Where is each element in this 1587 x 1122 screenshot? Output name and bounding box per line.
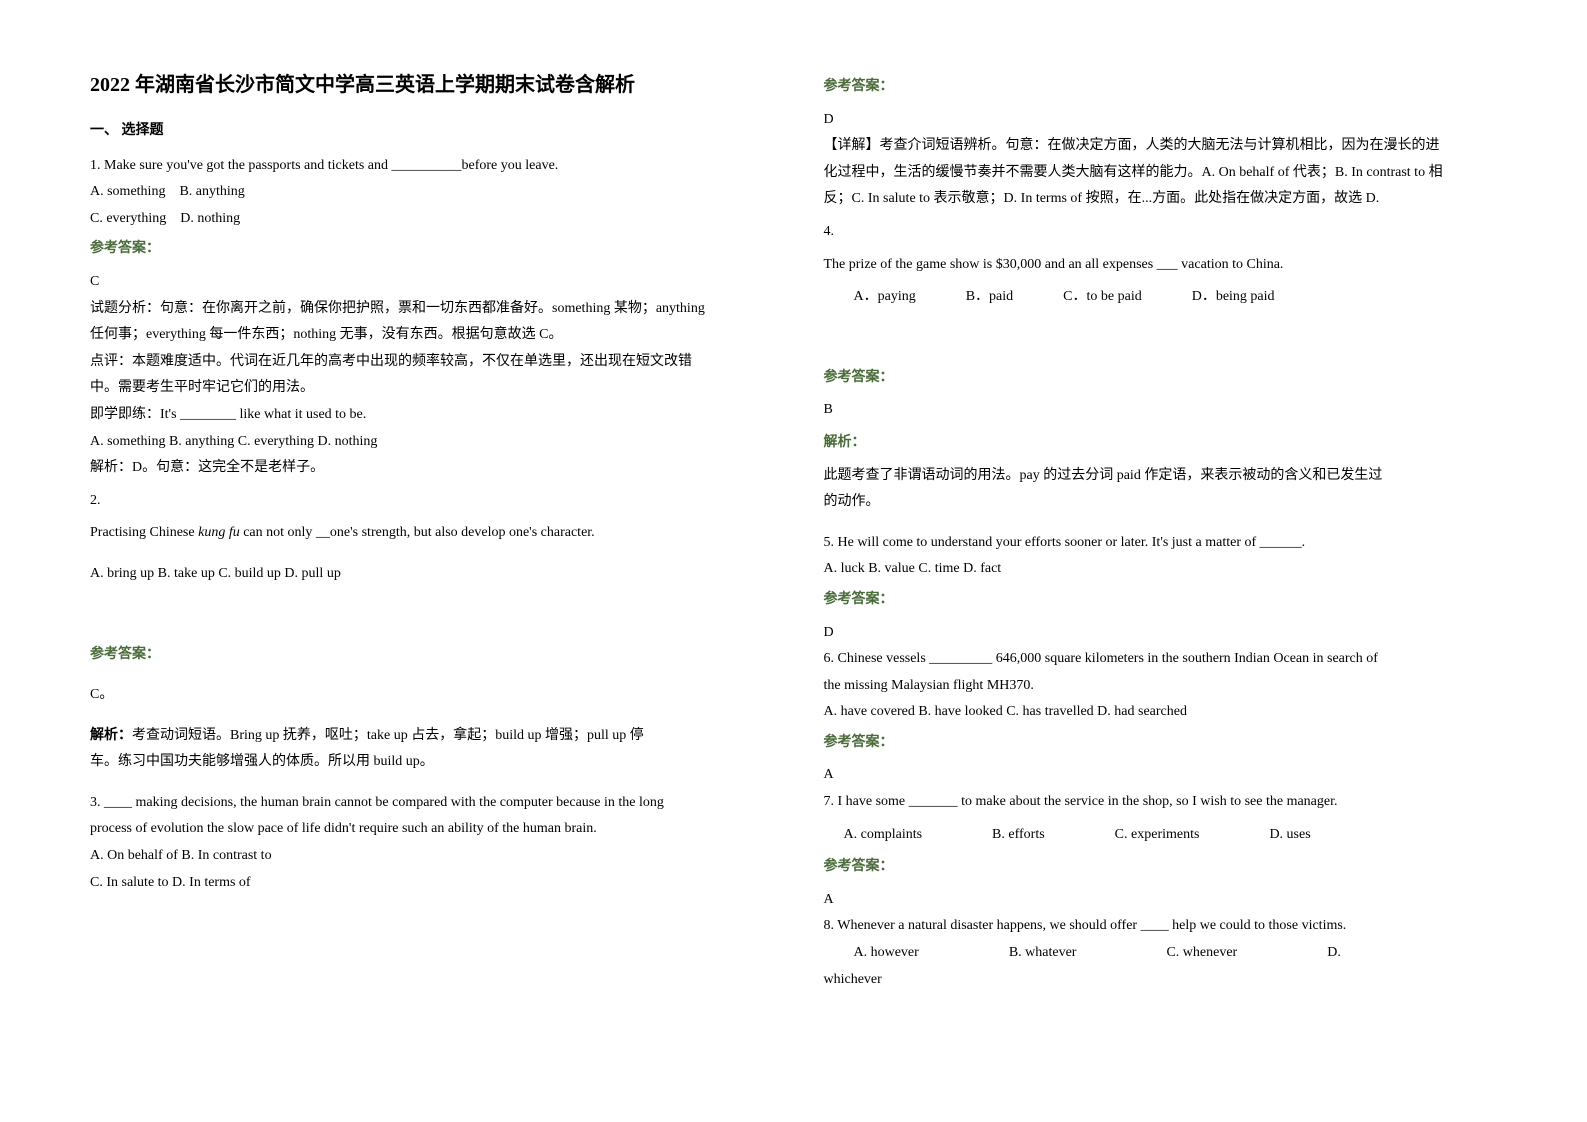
q2-stem-pre: Practising Chinese (90, 525, 198, 540)
document-title: 2022 年湖南省长沙市简文中学高三英语上学期期末试卷含解析 (90, 70, 764, 100)
q1-opt-b: B. anything (179, 184, 244, 199)
q8-options: A. however B. whatever C. whenever D. (854, 940, 1498, 967)
q4-answer: B (824, 397, 1498, 424)
q1-opts-ab: A. something B. anything (90, 179, 764, 206)
q7-answer-label: 参考答案： (824, 854, 1498, 881)
left-column: 2022 年湖南省长沙市简文中学高三英语上学期期末试卷含解析 一、 选择题 1.… (60, 70, 794, 1082)
q3-explain-1: 【详解】考查介词短语辨析。句意：在做决定方面，人类的大脑无法与计算机相比，因为在… (824, 133, 1498, 160)
q1-stem: 1. Make sure you've got the passports an… (90, 153, 764, 180)
q8-line2: whichever (824, 967, 1498, 994)
q2-stem: Practising Chinese kung fu can not only … (90, 520, 764, 547)
q1-practice-opts: A. something B. anything C. everything D… (90, 429, 764, 456)
q8-stem: 8. Whenever a natural disaster happens, … (824, 913, 1498, 940)
q4-opt-b: B．paid (966, 284, 1013, 311)
q6-stem-2: the missing Malaysian flight MH370. (824, 673, 1498, 700)
q1-practice: 即学即练：It's ________ like what it used to … (90, 402, 764, 429)
q7-answer: A (824, 887, 1498, 914)
q8-opt-a: A. however (854, 940, 919, 967)
q2-num: 2. (90, 488, 764, 515)
q6-answer: A (824, 762, 1498, 789)
q8-opt-d: D. (1327, 940, 1341, 967)
q4-options: A．paying B．paid C．to be paid D．being pai… (854, 284, 1498, 311)
q1-opt-c: C. everything (90, 211, 166, 226)
q3-answer-label: 参考答案： (824, 74, 1498, 101)
q7-options: A. complaints B. efforts C. experiments … (844, 822, 1498, 849)
q2-opts: A. bring up B. take up C. build up D. pu… (90, 561, 764, 588)
q7-opt-d: D. uses (1269, 822, 1310, 849)
q5-answer-label: 参考答案： (824, 587, 1498, 614)
q7-opt-c: C. experiments (1115, 822, 1200, 849)
q5-answer: D (824, 620, 1498, 647)
q8-opt-b: B. whatever (1009, 940, 1077, 967)
q1-opts-cd: C. everything D. nothing (90, 206, 764, 233)
q7-stem: 7. I have some _______ to make about the… (824, 789, 1498, 816)
q4-answer-label: 参考答案： (824, 365, 1498, 392)
q2-explain-1: 考查动词短语。Bring up 抚养，呕吐；take up 占去，拿起；buil… (132, 728, 644, 743)
q1-analysis-1: 试题分析：句意：在你离开之前，确保你把护照，票和一切东西都准备好。somethi… (90, 296, 764, 323)
q1-practice-label: 即学即练： (90, 407, 160, 422)
q5-stem: 5. He will come to understand your effor… (824, 530, 1498, 557)
q4-opt-c: C．to be paid (1063, 284, 1142, 311)
q4-opt-a: A．paying (854, 284, 916, 311)
q2-explain-row: 解析：考查动词短语。Bring up 抚养，呕吐；take up 占去，拿起；b… (90, 723, 764, 750)
q7-opt-a: A. complaints (844, 822, 923, 849)
q3-explain-2: 化过程中，生活的缓慢节奏并不需要人类大脑有这样的能力。A. On behalf … (824, 160, 1498, 187)
q2-answer-label: 参考答案： (90, 642, 764, 669)
q3-opts-ab: A. On behalf of B. In contrast to (90, 843, 764, 870)
q2-answer: C。 (90, 682, 764, 709)
q1-practice-stem: It's ________ like what it used to be. (160, 407, 366, 422)
q2-explain-label: 解析： (90, 728, 132, 743)
q1-practice-answer: 解析：D。句意：这完全不是老样子。 (90, 455, 764, 482)
q8-opt-c: C. whenever (1166, 940, 1237, 967)
q3-answer: D (824, 107, 1498, 134)
q4-opt-d: D．being paid (1192, 284, 1275, 311)
q6-answer-label: 参考答案： (824, 730, 1498, 757)
q1-comment-2: 中。需要考生平时牢记它们的用法。 (90, 375, 764, 402)
q1-answer-label: 参考答案： (90, 236, 764, 263)
right-column: 参考答案： D 【详解】考查介词短语辨析。句意：在做决定方面，人类的大脑无法与计… (794, 70, 1528, 1082)
q7-opt-b: B. efforts (992, 822, 1045, 849)
q1-opt-a: A. something (90, 184, 165, 199)
q3-opts-cd: C. In salute to D. In terms of (90, 870, 764, 897)
q1-answer: C (90, 269, 764, 296)
q5-opts: A. luck B. value C. time D. fact (824, 556, 1498, 583)
q3-stem-1: 3. ____ making decisions, the human brai… (90, 790, 764, 817)
q4-num: 4. (824, 219, 1498, 246)
q1-opt-d: D. nothing (180, 211, 240, 226)
q4-explain-2: 的动作。 (824, 489, 1498, 516)
q4-explain-label: 解析： (824, 430, 1498, 457)
q1-comment-1: 点评：本题难度适中。代词在近几年的高考中出现的频率较高，不仅在单选里，还出现在短… (90, 349, 764, 376)
q6-opts: A. have covered B. have looked C. has tr… (824, 699, 1498, 726)
q4-explain-1: 此题考查了非谓语动词的用法。pay 的过去分词 paid 作定语，来表示被动的含… (824, 463, 1498, 490)
q2-explain-2: 车。练习中国功夫能够增强人的体质。所以用 build up。 (90, 749, 764, 776)
q4-stem: The prize of the game show is $30,000 an… (824, 252, 1498, 279)
q6-stem-1: 6. Chinese vessels _________ 646,000 squ… (824, 646, 1498, 673)
q2-stem-post: can not only __one's strength, but also … (240, 525, 595, 540)
q3-explain-3: 反；C. In salute to 表示敬意；D. In terms of 按照… (824, 186, 1498, 213)
q3-stem-2: process of evolution the slow pace of li… (90, 816, 764, 843)
q1-analysis-2: 任何事；everything 每一件东西；nothing 无事，没有东西。根据句… (90, 322, 764, 349)
q2-stem-italic: kung fu (198, 525, 240, 540)
section-heading: 一、 选择题 (90, 118, 764, 145)
